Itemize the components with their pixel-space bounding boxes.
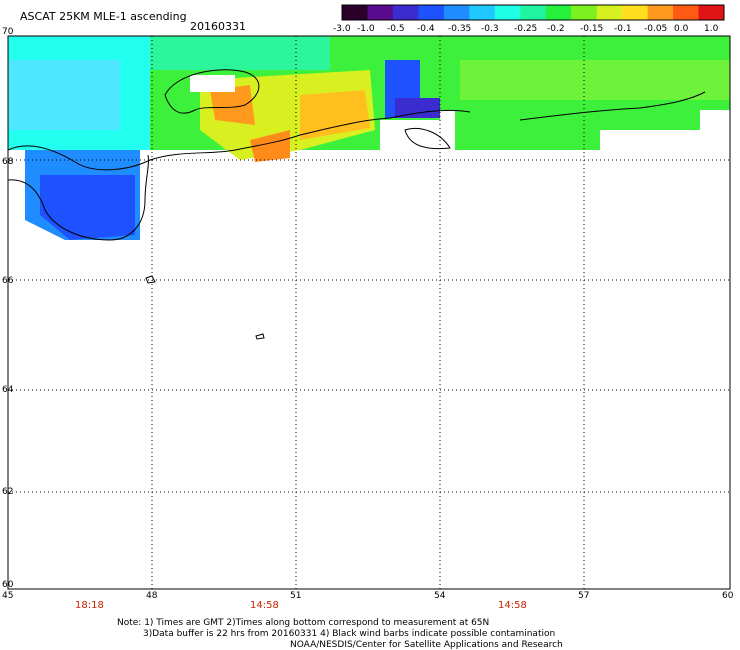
colorbar-swatch [571,5,598,20]
time-label-3: 14:58 [498,600,527,611]
colorbar-swatch [392,5,419,20]
colorbar-swatch [367,5,394,20]
colorbar-label: -0.15 [580,24,604,34]
note-line-1: Note: 1) Times are GMT 2)Times along bot… [117,618,490,628]
time-label-2: 14:58 [250,600,279,611]
colorbar-label: 1.0 [704,24,719,34]
colorbar-swatch [647,5,674,20]
colorbar-swatch [418,5,445,20]
swath-band-teal [150,36,330,70]
note-line-2: 3)Data buffer is 22 hrs from 20160331 4)… [143,629,556,639]
swath-lower-left-deep [40,175,135,240]
swath-band-green-light [460,60,730,100]
swath-orange-3 [250,130,290,162]
lon-label-57: 57 [578,591,590,601]
lon-label-45: 45 [2,591,14,601]
coastline-east [519,91,706,121]
colorbar-swatch [622,5,649,20]
coastline-islet [255,333,265,340]
lat-label-68: 68 [2,157,14,167]
colorbar-label: -3.0 [333,24,351,34]
colorbar-label: -0.35 [448,24,472,34]
lat-label-62: 62 [2,487,14,497]
swath-orange [210,85,255,125]
colorbar-label: -0.05 [644,24,668,34]
colorbar-label: -0.4 [417,24,435,34]
coastline-peninsula [164,69,260,114]
colorbar-label: -0.5 [387,24,405,34]
colorbar [341,4,725,21]
coastline-island [404,127,451,150]
colorbar-swatch [545,5,572,20]
swath-orange-2 [300,90,370,140]
colorbar-swatch [342,5,368,20]
lon-label-51: 51 [290,591,302,601]
note-line-3: NOAA/NESDIS/Center for Satellite Applica… [290,640,563,650]
graticule [8,36,730,589]
lat-label-70: 70 [2,27,14,37]
map-date: 20160331 [190,20,246,33]
colorbar-label: -0.2 [547,24,565,34]
lon-label-54: 54 [434,591,446,601]
colorbar-label: -0.3 [481,24,499,34]
coastlines [7,69,706,340]
lon-label-48: 48 [146,591,158,601]
time-label-1: 18:18 [75,600,104,611]
colorbar-label: 0.0 [674,24,689,34]
map-title: ASCAT 25KM MLE-1 ascending [20,10,187,23]
swath-gap [190,75,235,92]
colorbar-swatch [520,5,547,20]
colorbar-swatch [698,5,725,20]
colorbar-swatch [494,5,521,20]
swath-band-cyan-2 [8,60,120,130]
swath-gap-3 [700,110,730,135]
colorbar-label: -1.0 [357,24,375,34]
coastline-west [7,154,149,241]
lat-label-64: 64 [2,385,14,395]
colorbar-label: -0.25 [514,24,538,34]
plot-frame [7,35,731,590]
coastline-main [7,109,471,171]
colorbar-swatch [596,5,623,20]
coastline-small-island [145,275,156,284]
colorbar-swatch [673,5,700,20]
data-swath [8,36,730,240]
colorbar-swatch [443,5,470,20]
colorbar-swatch [469,5,496,20]
lat-label-66: 66 [2,276,14,286]
lon-label-60: 60 [722,591,734,601]
swath-purple [395,98,440,118]
colorbar-outline [341,4,725,21]
lat-label-60: 60 [2,580,14,590]
colorbar-label: -0.1 [614,24,632,34]
